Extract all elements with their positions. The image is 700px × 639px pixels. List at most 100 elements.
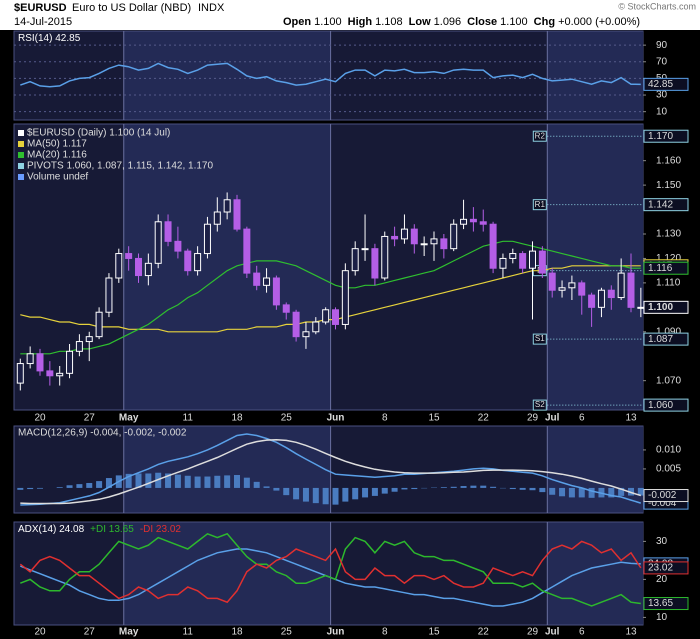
candle-body xyxy=(361,248,369,251)
histogram-bar xyxy=(243,477,250,488)
candle-body xyxy=(302,331,310,338)
candle-body xyxy=(144,262,152,277)
quote-value: 1.100 xyxy=(314,16,342,28)
panel-label: ADX(14) 24.08 +DI 13.65 -DI 23.02 xyxy=(18,524,181,535)
candle-body xyxy=(233,199,241,230)
x-tick-label: 15 xyxy=(428,413,440,424)
exchange: INDX xyxy=(198,2,225,14)
histogram-bar xyxy=(174,474,181,488)
y-tick-label: 70 xyxy=(656,56,668,67)
y-tick-label: 1.110 xyxy=(656,278,681,289)
histogram-bar xyxy=(263,486,270,488)
histogram-bar xyxy=(214,475,221,488)
quote: Open 1.100 High 1.108 Low 1.096 Close 1.100 Chg +… xyxy=(283,16,640,28)
candle-body xyxy=(332,309,339,325)
moving-average xyxy=(20,240,641,355)
month-band xyxy=(547,124,643,410)
candle-body xyxy=(578,282,586,296)
x-tick-label: Jul xyxy=(545,413,560,424)
x-tick-label: 8 xyxy=(382,627,388,638)
histogram-bar xyxy=(204,476,211,488)
value-box-label: 1.142 xyxy=(648,199,673,210)
moving-average xyxy=(20,265,641,333)
indicator-line xyxy=(20,532,641,607)
watermark: © StockCharts.com xyxy=(618,1,696,11)
candle-body xyxy=(489,223,497,269)
x-tick-label: 20 xyxy=(34,627,46,638)
candle-body xyxy=(184,250,192,272)
indicator-line xyxy=(19,540,642,604)
histogram-bar xyxy=(470,485,477,488)
y-tick-label: 1.070 xyxy=(656,375,681,386)
histogram-bar xyxy=(539,487,546,493)
x-tick-label: 8 xyxy=(382,413,388,424)
pivot-tag xyxy=(532,130,547,142)
histogram-bar xyxy=(234,475,240,488)
x-tick-label: 18 xyxy=(231,627,243,638)
histogram-bar xyxy=(460,486,467,488)
x-tick-label: 25 xyxy=(281,627,293,638)
histogram-bar xyxy=(194,476,201,488)
value-box-label: 1.087 xyxy=(648,334,673,345)
histogram-bar xyxy=(86,482,93,488)
pivot-tag xyxy=(532,199,547,211)
candle-body xyxy=(154,221,162,264)
histogram-bar xyxy=(411,487,418,490)
candle-body xyxy=(194,253,202,272)
x-tick-label: 18 xyxy=(231,413,243,424)
histogram-bar xyxy=(27,487,34,490)
candle-body xyxy=(135,257,142,277)
candle-body xyxy=(56,372,64,377)
month-band xyxy=(123,522,331,625)
legend-label: MA(50) 1.117 xyxy=(27,139,87,150)
pivot-label: S2 xyxy=(535,400,545,409)
x-tick-label: 6 xyxy=(579,413,585,424)
symbol: $EURUSD xyxy=(14,2,67,14)
candle-body xyxy=(164,221,172,242)
month-band xyxy=(547,522,643,625)
histogram-bar xyxy=(352,487,359,500)
histogram-bar xyxy=(559,487,566,497)
candle-body xyxy=(263,277,271,286)
candle-body xyxy=(115,253,123,279)
histogram-bar xyxy=(549,487,556,495)
histogram-bar xyxy=(76,484,83,488)
candle-body xyxy=(548,272,556,291)
histogram-bar xyxy=(529,487,536,491)
value-box-label: 1.170 xyxy=(648,131,673,142)
candle-body xyxy=(637,306,645,309)
histogram-bar xyxy=(401,487,408,490)
y-tick-label: 0.010 xyxy=(656,445,681,456)
value-box xyxy=(643,489,689,503)
histogram-bar xyxy=(332,487,339,505)
histogram-bar xyxy=(184,475,191,488)
legend-swatch xyxy=(18,130,24,136)
candle-body xyxy=(568,282,576,289)
histogram-bar xyxy=(302,487,309,502)
candle-body xyxy=(66,350,74,374)
value-box xyxy=(643,77,689,91)
histogram-bar xyxy=(618,487,625,496)
candle-body xyxy=(400,228,408,240)
candle-body xyxy=(519,253,527,269)
quote-value: 1.100 xyxy=(500,16,528,28)
candle-body xyxy=(125,253,133,259)
candle-body xyxy=(105,277,113,313)
histogram-bar xyxy=(125,473,132,488)
candle-body xyxy=(509,253,517,259)
candle-body xyxy=(588,294,596,308)
quote-label: Low xyxy=(409,16,431,28)
histogram-bar xyxy=(381,487,388,494)
quote-label: Open xyxy=(283,16,311,28)
value-box-label: 42.85 xyxy=(648,79,673,90)
candle-body xyxy=(617,272,625,299)
histogram-bar xyxy=(312,487,319,504)
candle-body xyxy=(597,289,605,308)
pivot-tag xyxy=(532,399,547,411)
histogram-bar xyxy=(371,487,378,496)
y-tick-label: 1.120 xyxy=(656,253,681,264)
value-box xyxy=(643,398,689,412)
month-band xyxy=(547,31,643,120)
x-tick-label: 15 xyxy=(428,627,440,638)
y-tick-label: 0.005 xyxy=(656,464,681,475)
